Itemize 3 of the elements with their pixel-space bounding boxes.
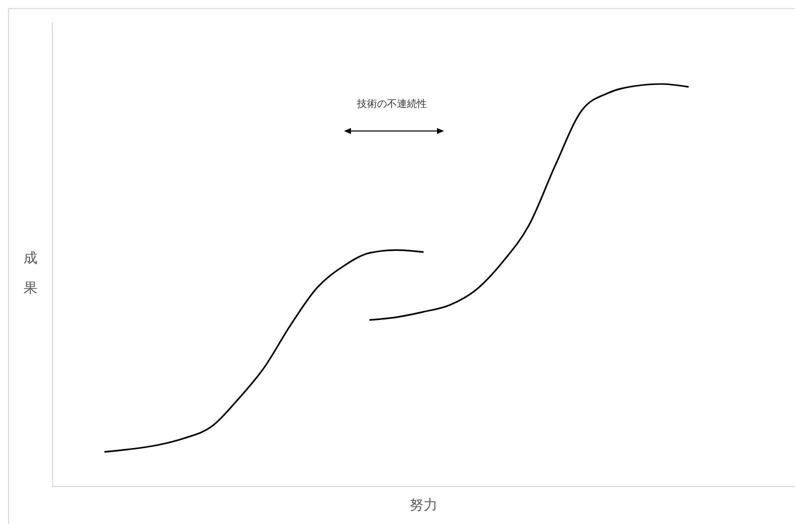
x-axis-title: 努力 xyxy=(410,498,438,514)
annotation: 技術の不連続性 xyxy=(356,98,427,110)
y-axis-title: 成果 xyxy=(24,250,38,296)
